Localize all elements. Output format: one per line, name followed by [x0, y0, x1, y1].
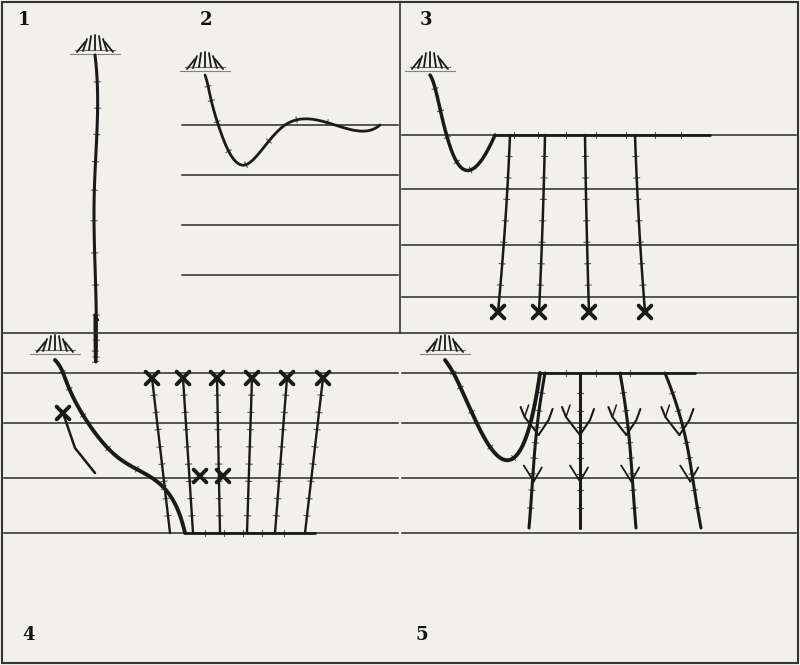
Text: 3: 3 [420, 11, 433, 29]
Text: 2: 2 [200, 11, 213, 29]
Text: 5: 5 [415, 626, 428, 644]
Text: 1: 1 [18, 11, 30, 29]
Text: 4: 4 [22, 626, 34, 644]
